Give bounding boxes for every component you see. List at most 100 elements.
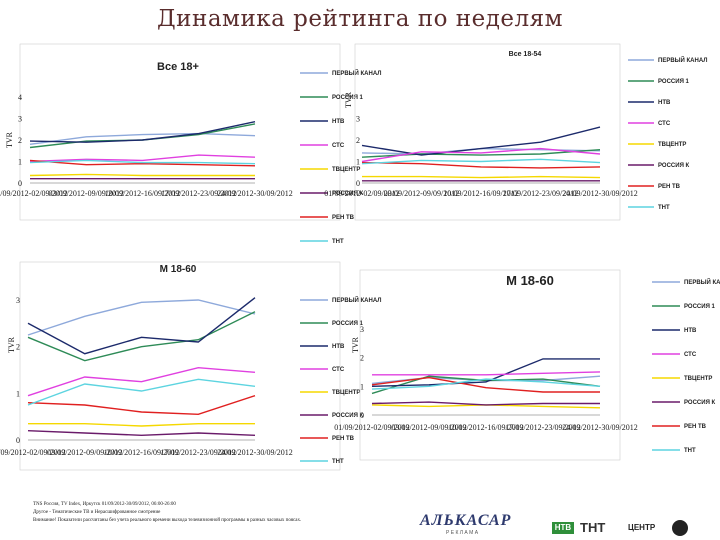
x-tick-label: 01/09/2012-02/09/2012 bbox=[0, 189, 68, 198]
x-tick-label: 10/09/2012-16/09/2012 bbox=[448, 423, 524, 432]
page-title: Динамика рейтинга по неделям bbox=[156, 6, 564, 32]
y-axis-label: TVR bbox=[7, 336, 16, 353]
legend-label: ТВЦЕНТР bbox=[332, 390, 360, 396]
y-tick-label: 2 bbox=[360, 354, 364, 363]
series-line bbox=[361, 161, 601, 169]
chart-panel-frame-2 bbox=[354, 43, 621, 221]
center-logo: ЦЕНТР bbox=[628, 523, 656, 532]
legend-label: ТНТ bbox=[658, 205, 670, 211]
x-tick-label: 01/09/2012-02/09/2012 bbox=[324, 189, 400, 198]
y-axis-label: TVR bbox=[344, 91, 353, 108]
series-line bbox=[371, 401, 600, 406]
series-line bbox=[27, 395, 256, 416]
series-line bbox=[29, 173, 255, 177]
legend-label: ТВЦЕНТР bbox=[684, 376, 712, 382]
u-channel-logo bbox=[672, 520, 688, 536]
x-tick-label: 24/09/2012-30/09/2012 bbox=[562, 189, 638, 198]
legend-label: РОССИЯ 1 bbox=[332, 95, 364, 101]
chart-panel-frame-1 bbox=[19, 43, 341, 221]
y-tick-label: 1 bbox=[16, 389, 20, 398]
x-tick-label: 17/09/2012-23/09/2012 bbox=[505, 423, 581, 432]
y-tick-label: 0 bbox=[18, 179, 22, 188]
x-tick-label: 17/09/2012-23/09/2012 bbox=[161, 189, 237, 198]
legend-label: ТВЦЕНТР bbox=[658, 142, 686, 148]
x-tick-label: 01/09/2012-02/09/2012 bbox=[334, 423, 410, 432]
series-line bbox=[371, 378, 601, 390]
y-tick-label: 2 bbox=[18, 136, 22, 145]
series-line bbox=[361, 126, 601, 156]
y-tick-label: 3 bbox=[360, 325, 364, 334]
series-line bbox=[361, 147, 601, 163]
legend-label: НТВ bbox=[332, 344, 345, 350]
y-axis-label: TVR bbox=[351, 336, 360, 353]
chart-title: М 18-60 bbox=[506, 273, 554, 288]
y-tick-label: 3 bbox=[16, 296, 20, 305]
legend-label: РОССИЯ К bbox=[332, 413, 364, 419]
legend-label: ПЕРВЫЙ КАНАЛ bbox=[658, 56, 707, 64]
y-axis-label: TVR bbox=[5, 131, 14, 148]
y-tick-label: 1 bbox=[360, 382, 364, 391]
legend-label: ПЕРВЫЙ КАНАЛ bbox=[332, 69, 381, 77]
series-line bbox=[29, 159, 256, 167]
legend-label: РЕН ТВ bbox=[658, 184, 681, 190]
ntv-logo: НТВ bbox=[552, 522, 574, 534]
y-tick-label: 0 bbox=[360, 411, 364, 420]
series-line bbox=[27, 297, 256, 355]
legend-label: РЕН ТВ bbox=[332, 215, 355, 221]
y-tick-label: 2 bbox=[16, 343, 20, 352]
series-line bbox=[362, 175, 601, 179]
chart-title: М 18-60 bbox=[160, 264, 197, 275]
x-tick-label: 01/09/2012-02/09/2012 bbox=[0, 448, 66, 457]
x-tick-label: 24/09/2012-30/09/2012 bbox=[217, 189, 293, 198]
series-line bbox=[27, 311, 256, 362]
legend-label: РОССИЯ 1 bbox=[684, 304, 716, 310]
x-tick-label: 03/09/2012-09/09/2012 bbox=[391, 423, 467, 432]
legend-label: РОССИЯ 1 bbox=[332, 321, 364, 327]
series-line bbox=[27, 378, 256, 406]
footer-note: Другое - Тематические ТВ и Нерасшифрован… bbox=[33, 510, 161, 515]
y-tick-label: 1 bbox=[356, 158, 360, 167]
legend-label: НТВ bbox=[332, 119, 345, 125]
x-tick-label: 24/09/2012-30/09/2012 bbox=[217, 448, 293, 457]
legend-label: ТНТ bbox=[332, 459, 344, 465]
legend-label: СТС bbox=[332, 367, 345, 373]
x-tick-label: 24/09/2012-30/09/2012 bbox=[562, 423, 638, 432]
legend-label: ТНТ bbox=[332, 239, 344, 245]
legend-label: ТНТ bbox=[684, 448, 696, 454]
series-line bbox=[29, 159, 256, 165]
tnt-logo: ТНТ bbox=[580, 520, 606, 535]
y-tick-label: 0 bbox=[16, 436, 20, 445]
x-tick-label: 10/09/2012-16/09/2012 bbox=[104, 448, 180, 457]
series-line bbox=[361, 158, 601, 165]
legend-label: СТС bbox=[684, 352, 697, 358]
legend-label: НТВ bbox=[684, 328, 697, 334]
series-line bbox=[27, 299, 256, 336]
x-tick-label: 03/09/2012-09/09/2012 bbox=[48, 189, 124, 198]
series-line bbox=[371, 358, 600, 387]
y-tick-label: 4 bbox=[18, 93, 22, 102]
footer-source: TNS Россия, TV Index, Иркутск 01/09/2012… bbox=[33, 502, 176, 507]
legend-label: СТС bbox=[658, 121, 671, 127]
alkasar-logo: АЛЬКАСАР bbox=[420, 512, 512, 529]
legend-label: СТС bbox=[332, 143, 345, 149]
chart-title: Все 18+ bbox=[157, 61, 199, 73]
footer-warning: Внимание! Показатели рассчитаны без учет… bbox=[33, 518, 302, 523]
legend-label: РОССИЯ К bbox=[684, 400, 716, 406]
series-line bbox=[28, 423, 255, 427]
x-tick-label: 17/09/2012-23/09/2012 bbox=[160, 448, 236, 457]
y-tick-label: 1 bbox=[18, 158, 22, 167]
series-line bbox=[372, 371, 601, 376]
legend-label: РОССИЯ К bbox=[332, 191, 364, 197]
series-line bbox=[371, 375, 601, 395]
x-tick-label: 03/09/2012-09/09/2012 bbox=[384, 189, 460, 198]
chart-title: Все 18-54 bbox=[509, 51, 542, 58]
y-tick-label: 2 bbox=[356, 136, 360, 145]
series-line bbox=[29, 154, 256, 163]
legend-label: ТВЦЕНТР bbox=[332, 167, 360, 173]
x-tick-label: 17/09/2012-23/09/2012 bbox=[503, 189, 579, 198]
x-tick-label: 10/09/2012-16/09/2012 bbox=[105, 189, 181, 198]
legend-label: РОССИЯ К bbox=[658, 163, 690, 169]
series-line bbox=[27, 430, 256, 437]
series-line bbox=[29, 132, 256, 145]
